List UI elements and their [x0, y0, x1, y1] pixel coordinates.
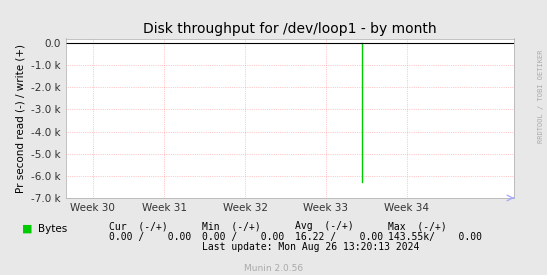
Text: ■: ■: [22, 224, 32, 234]
Text: Max  (-/+): Max (-/+): [388, 221, 447, 231]
Text: RRDTOOL / TOBI OETIKER: RRDTOOL / TOBI OETIKER: [538, 50, 544, 143]
Text: 16.22 /    0.00: 16.22 / 0.00: [295, 232, 383, 242]
Text: 0.00 /    0.00: 0.00 / 0.00: [202, 232, 284, 242]
Text: 143.55k/    0.00: 143.55k/ 0.00: [388, 232, 482, 242]
Text: Bytes: Bytes: [38, 224, 67, 234]
Y-axis label: Pr second read (-) / write (+): Pr second read (-) / write (+): [16, 44, 26, 193]
Title: Disk throughput for /dev/loop1 - by month: Disk throughput for /dev/loop1 - by mont…: [143, 22, 437, 36]
Text: Avg  (-/+): Avg (-/+): [295, 221, 354, 231]
Text: Last update: Mon Aug 26 13:20:13 2024: Last update: Mon Aug 26 13:20:13 2024: [202, 242, 420, 252]
Text: 0.00 /    0.00: 0.00 / 0.00: [109, 232, 191, 242]
Text: Cur  (-/+): Cur (-/+): [109, 221, 168, 231]
Text: Min  (-/+): Min (-/+): [202, 221, 261, 231]
Text: Munin 2.0.56: Munin 2.0.56: [244, 264, 303, 273]
